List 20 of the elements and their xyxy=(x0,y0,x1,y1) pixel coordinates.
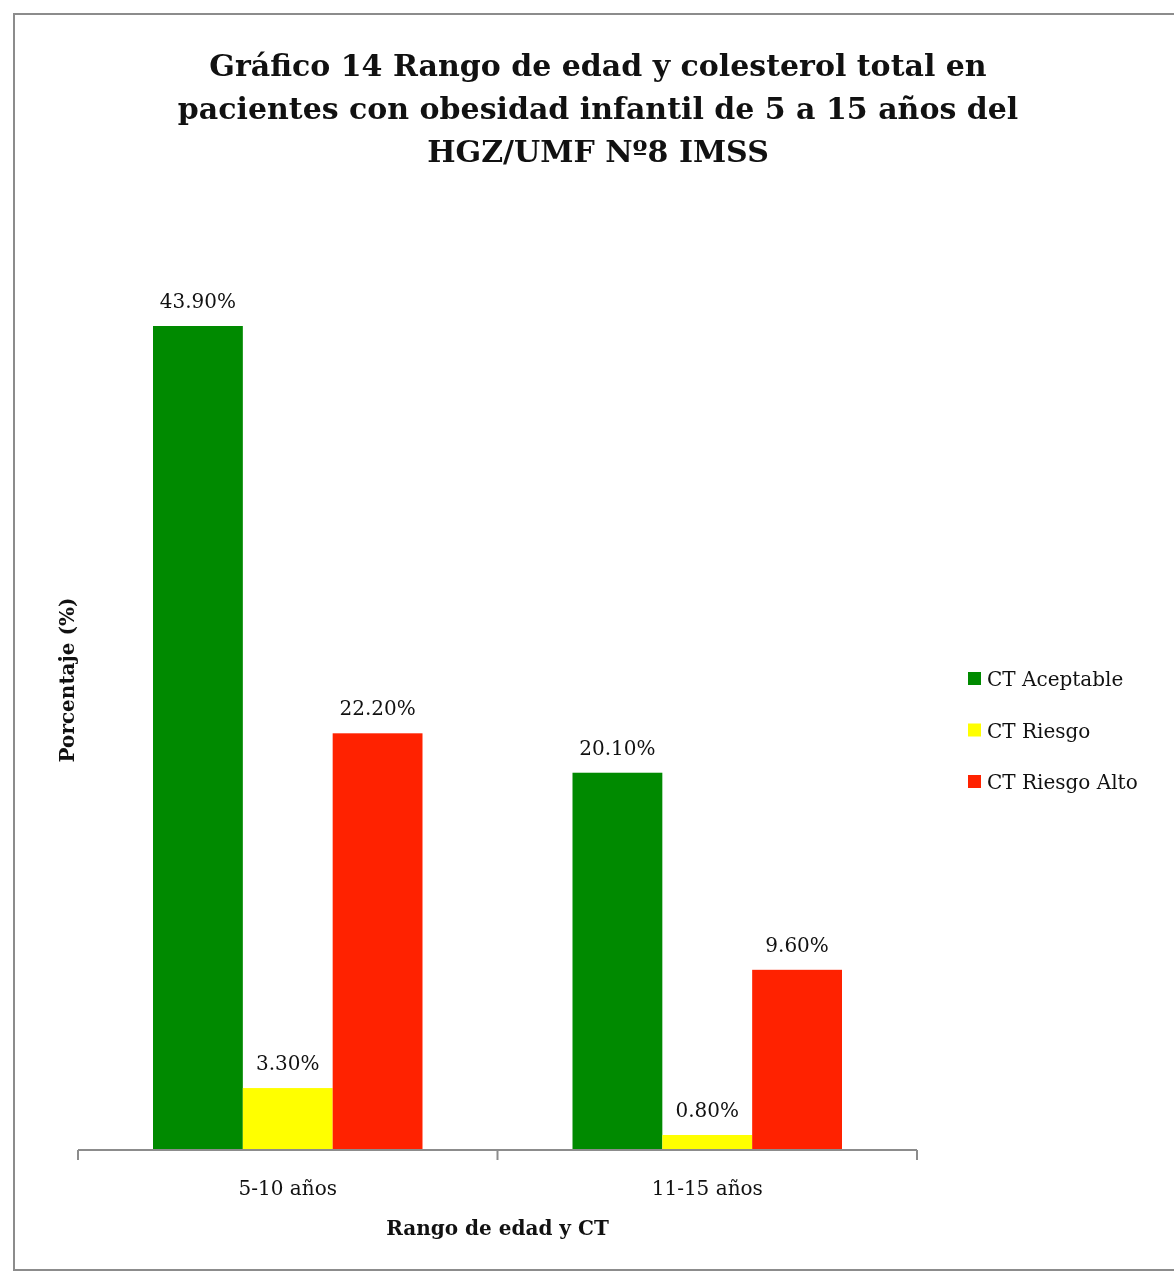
x-axis-title: Rango de edad y CT xyxy=(386,1216,609,1240)
bar xyxy=(572,772,663,1150)
data-label: 9.60% xyxy=(765,932,829,957)
y-axis-title: Porcentaje (%) xyxy=(55,597,79,763)
bar xyxy=(153,326,243,1150)
data-label: 3.30% xyxy=(255,1051,320,1076)
legend-label: CT Riesgo Alto xyxy=(987,770,1138,794)
data-label: 43.90% xyxy=(159,289,237,313)
legend-label: CT Riesgo xyxy=(987,718,1091,743)
data-label: 0.80% xyxy=(675,1097,740,1122)
data-label: 20.10% xyxy=(579,735,656,760)
bar xyxy=(242,1088,333,1150)
bar xyxy=(662,1134,753,1150)
x-tick-label: 11-15 años xyxy=(651,1176,763,1200)
bar xyxy=(332,733,423,1150)
x-tick-label: 5-10 años xyxy=(238,1176,337,1200)
bar xyxy=(752,969,842,1150)
data-label: 22.20% xyxy=(339,696,416,721)
chart-title: Gráfico 14 Rango de edad y colesterol total en pacientes con obesidad infantil de 5 a 15 años del HGZ/UMF Nº8 IMSS xyxy=(177,48,1019,169)
legend-label: CT Aceptable xyxy=(987,667,1124,691)
